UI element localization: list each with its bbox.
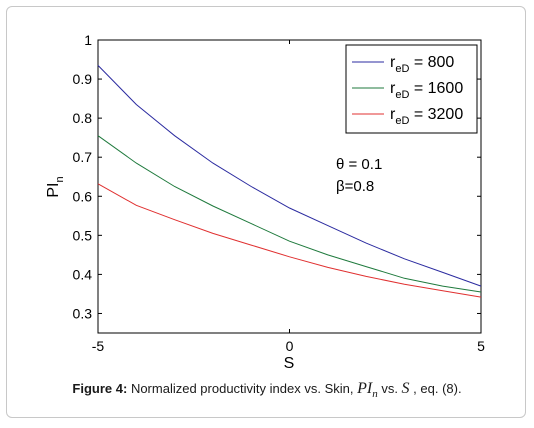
x-tick-label: 5: [477, 338, 485, 354]
legend: reD = 800 reD = 1600 reD = 3200: [345, 44, 478, 134]
series-line-0: [97, 65, 482, 287]
y-tick-label: 0.4: [73, 266, 93, 282]
y-tick-label: 0.3: [73, 305, 93, 321]
y-tick-label: 0.8: [73, 110, 93, 126]
caption-math-pi: PIn: [357, 380, 378, 401]
x-axis-label: S: [284, 355, 295, 372]
annotation-theta: θ = 0.1: [336, 156, 382, 173]
legend-box: [345, 44, 478, 134]
annotation-beta: β=0.8: [336, 178, 374, 195]
y-tick-label: 0.6: [73, 188, 93, 204]
y-tick-label: 0.5: [73, 227, 93, 243]
x-tick-label: 0: [286, 338, 294, 354]
series-line-1: [97, 135, 482, 293]
caption-tail: , eq. (8).: [409, 381, 462, 396]
caption-math-s: S: [401, 380, 410, 397]
x-ticks: -5 0 5: [92, 40, 485, 354]
caption-label: Figure 4:: [72, 381, 128, 396]
y-tick-label: 0.7: [73, 149, 93, 165]
y-tick-label: 0.9: [73, 71, 93, 87]
y-axis-label: PIn: [45, 176, 66, 197]
legend-label-2: reD = 3200: [390, 106, 463, 127]
legend-label-0: reD = 800: [390, 54, 454, 75]
caption-text: Normalized productivity index vs. Skin,: [127, 381, 358, 396]
legend-label-1: reD = 1600: [390, 80, 463, 101]
x-tick-label: -5: [92, 338, 105, 354]
series-lines: [97, 65, 482, 298]
caption-vs: vs.: [377, 381, 402, 396]
series-line-2: [97, 183, 482, 298]
figure-caption: Figure 4: Normalized productivity index …: [0, 380, 534, 400]
y-tick-label: 1: [84, 32, 92, 48]
y-ticks: 0.3 0.4 0.5 0.6 0.7 0.8 0.9 1: [73, 32, 481, 321]
